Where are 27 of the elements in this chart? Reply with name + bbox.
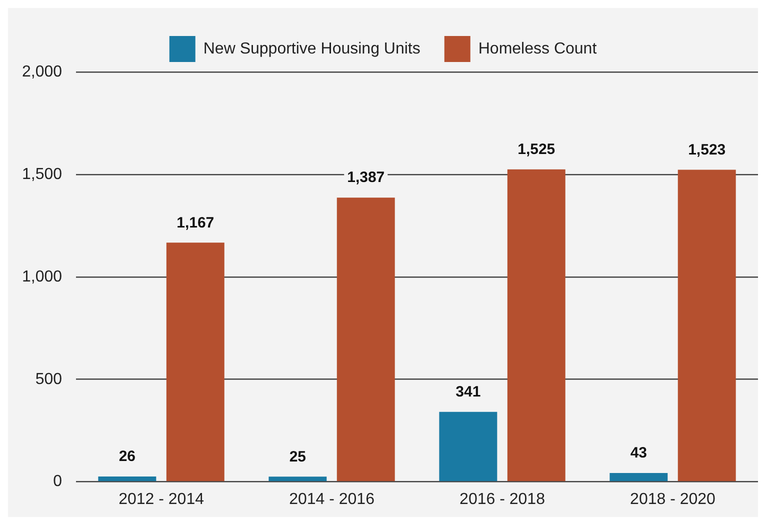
- y-tick-label: 1,000: [22, 268, 62, 286]
- bar: [439, 412, 498, 482]
- data-label: 341: [456, 384, 481, 401]
- data-label: 26: [118, 448, 136, 466]
- bar: [336, 198, 395, 482]
- y-tick-label: 2,000: [22, 63, 62, 80]
- bar: [98, 476, 156, 482]
- data-label: 1,525: [518, 140, 556, 158]
- data-label: 25: [289, 448, 306, 466]
- data-label: 1,387: [347, 169, 385, 186]
- bar: [678, 170, 736, 482]
- y-tick-label: 500: [35, 370, 62, 388]
- data-label: 1,167: [176, 214, 214, 232]
- legend-label: Homeless Count: [478, 40, 598, 58]
- bar: [166, 242, 224, 482]
- legend-label: New Supportive Housing Units: [203, 40, 420, 58]
- bar: [268, 476, 327, 482]
- bar: [610, 472, 668, 482]
- x-tick-label: 2018 - 2020: [630, 490, 716, 508]
- x-tick-label: 2014 - 2016: [289, 490, 375, 508]
- x-tick-label: 2012 - 2014: [118, 490, 204, 508]
- data-label: 1,523: [688, 141, 726, 158]
- data-label: 43: [630, 444, 647, 462]
- bar: [507, 169, 566, 482]
- x-tick-label: 2016 - 2018: [460, 490, 546, 508]
- y-tick-label: 0: [53, 473, 62, 490]
- y-tick-label: 1,500: [22, 166, 62, 183]
